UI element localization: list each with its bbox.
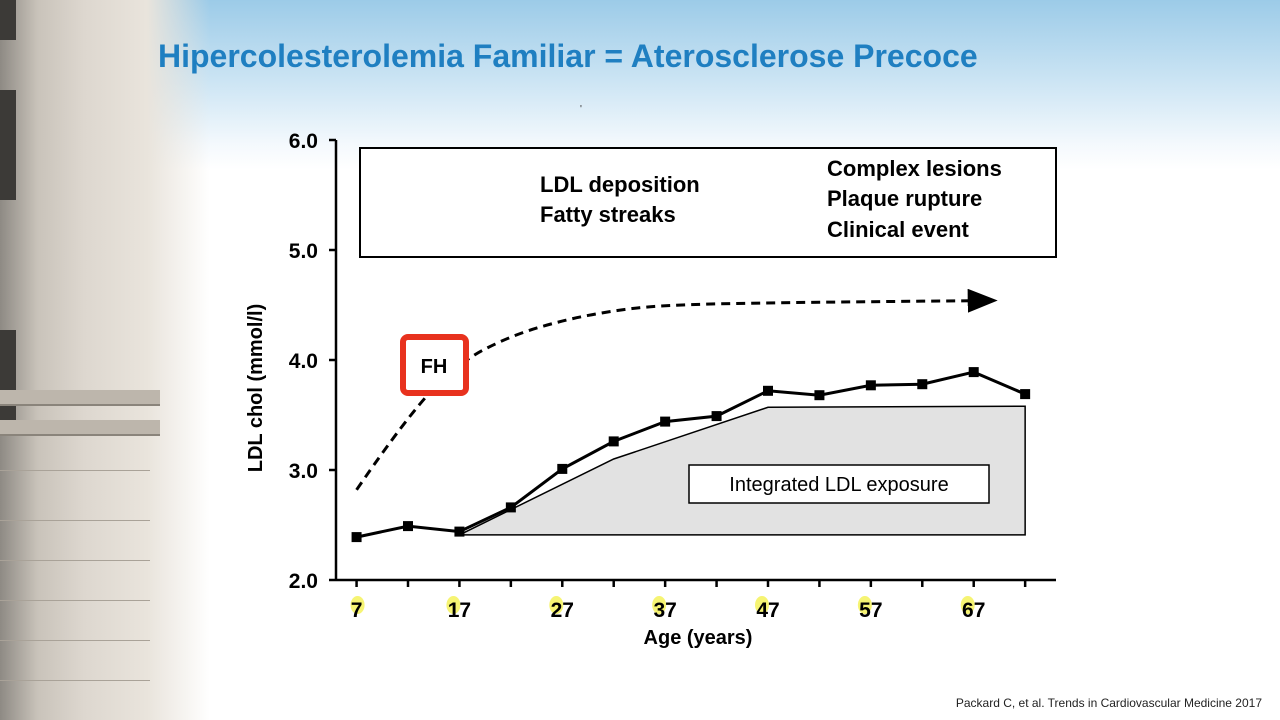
ldl-data-point [968, 367, 979, 378]
x-tick-label: 57 [859, 599, 882, 622]
ldl-data-point [505, 502, 516, 513]
x-tick-label: 17 [448, 599, 471, 622]
box-right-line-2: Plaque rupture [827, 186, 982, 211]
ldl-data-point [763, 385, 773, 396]
ldl-data-point [865, 380, 876, 391]
ldl-data-point [711, 411, 722, 422]
x-tick-highlight [857, 596, 872, 614]
x-axis-label: Age (years) [644, 627, 753, 649]
citation: Packard C, et al. Trends in Cardiovascul… [955, 696, 1262, 710]
ldl-data-point [917, 379, 928, 390]
y-tick-label: 2.0 [289, 570, 318, 593]
x-tick-highlight [350, 596, 365, 614]
sky-background [0, 0, 1280, 170]
ldl-data-point [660, 416, 671, 427]
slide-title: Hipercolesterolemia Familiar = Ateroscle… [158, 38, 978, 74]
exposure-label-box [688, 464, 990, 504]
ldl-data-point [454, 526, 465, 537]
box-right-line-3: Clinical event [827, 217, 970, 242]
ldl-data-point [608, 436, 619, 447]
ldl-series-line [356, 370, 1026, 539]
x-axis-ticks: 7 17 27 37 47 57 67 [350, 580, 1027, 622]
stray-mark: ' [580, 104, 582, 115]
y-tick-label: 5.0 [289, 240, 318, 263]
exposure-label: Integrated LDL exposure [729, 474, 948, 496]
x-tick-highlight [549, 596, 564, 614]
y-axis-ticks: 2.0 3.0 4.0 5.0 6.0 [289, 130, 336, 593]
fh-highlight-box [400, 334, 469, 396]
x-tick-label: 7 [351, 599, 363, 622]
x-tick-highlight [652, 596, 667, 614]
y-tick-label: 6.0 [289, 130, 318, 153]
box-left-line-2: Fatty streaks [540, 202, 676, 227]
ldl-data-point [1020, 389, 1031, 400]
ldl-data-point [814, 390, 825, 401]
ldl-series-markers [351, 367, 1031, 543]
x-tick-highlight [960, 596, 975, 614]
x-tick-label: 37 [653, 599, 676, 622]
y-axis-label: LDL chol (mmol/l) [245, 304, 267, 473]
fh-label: FH [421, 356, 448, 378]
ldl-data-point [557, 463, 568, 474]
y-tick-label: 4.0 [289, 350, 318, 373]
box-left-line-1: LDL deposition [540, 172, 700, 197]
x-tick-label: 67 [962, 599, 985, 622]
y-tick-label: 3.0 [289, 460, 318, 483]
ldl-data-point [351, 532, 362, 543]
box-right-line-1: Complex lesions [827, 156, 1002, 181]
stage-annotation-box [359, 147, 1057, 258]
ldl-data-point [403, 521, 413, 532]
x-tick-highlight [446, 596, 461, 614]
fh-dashed-curve [355, 288, 998, 491]
x-tick-highlight [755, 596, 769, 614]
x-tick-label: 27 [551, 599, 574, 622]
x-tick-label: 47 [756, 599, 779, 622]
building-photo-decoration [0, 0, 210, 720]
